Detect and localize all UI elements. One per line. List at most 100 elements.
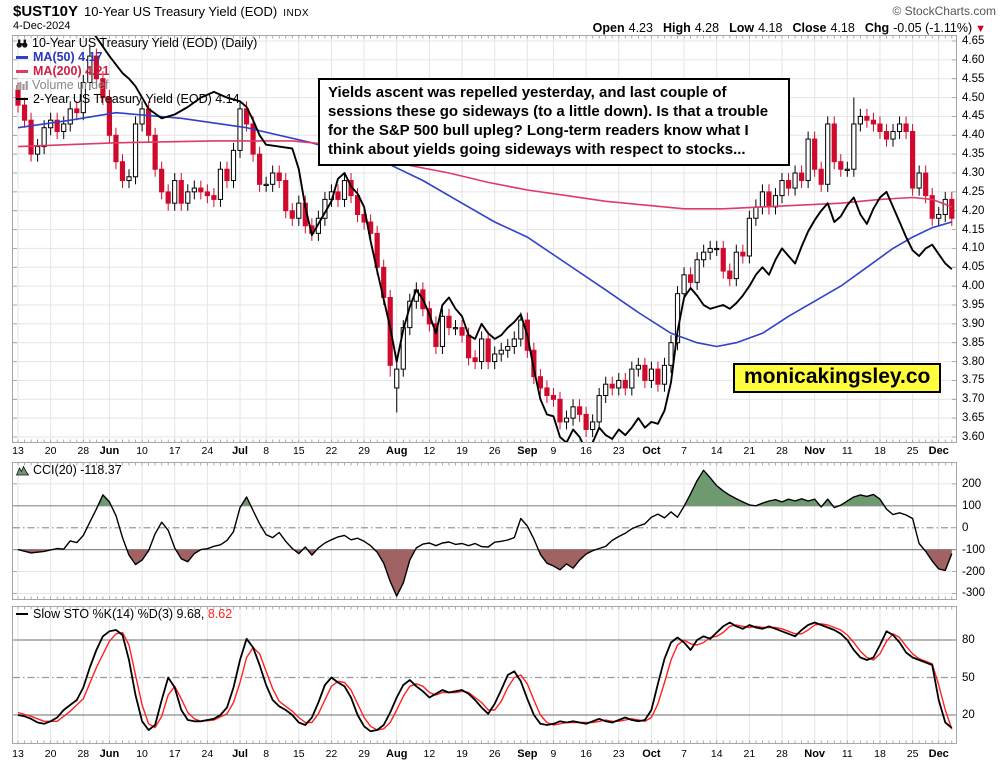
exchange-tag: INDX xyxy=(283,8,310,19)
open-value: 4.23 xyxy=(628,21,653,35)
x-axis-tick-label: 21 xyxy=(743,445,756,457)
x-axis-tick-label: 19 xyxy=(456,445,468,457)
area-mountain-icon xyxy=(16,465,29,476)
x-axis-labels-bottom: 13 20 28 Jun 10 17 24 Jul 8 15 22 29 Aug 12 19 26 Sep 9 16… xyxy=(12,747,957,762)
sto-chart-svg xyxy=(12,606,957,744)
x-axis-tick-label: Jul xyxy=(232,445,248,457)
x-axis-tick-label: Dec xyxy=(928,445,949,457)
y-axis-tick-label: 4.45 xyxy=(962,110,985,123)
y-axis-tick-label: 3.95 xyxy=(962,299,985,311)
legend-price-series: 10-Year US Treasury Yield (EOD) (Daily) xyxy=(16,36,257,50)
legend-volume: Volume undef xyxy=(16,78,257,92)
main-legend: 10-Year US Treasury Yield (EOD) (Daily) … xyxy=(16,36,257,106)
y-axis-tick-label: -100 xyxy=(962,543,986,556)
volume-bars-icon xyxy=(16,80,28,90)
legend-sto: Slow STO %K(14) %D(3) 9.68, 8.62 xyxy=(16,607,232,621)
x-axis-tick-label: 9 xyxy=(550,748,557,760)
x-axis-tick-label: 23 xyxy=(612,748,625,760)
x-axis-tick-label: 18 xyxy=(874,445,886,457)
chart-date: 4-Dec-2024 xyxy=(13,20,71,32)
legend-sto-d-value: 8.62 xyxy=(204,607,233,621)
ma200-line-swatch xyxy=(16,69,28,73)
y-axis-tick-label: 4.00 xyxy=(962,280,985,293)
legend-cci: CCI(20) -118.37 xyxy=(16,463,122,477)
x-axis-tick-label: 14 xyxy=(710,748,723,760)
y-axis-tick-label: 3.60 xyxy=(962,431,985,443)
high-label: High xyxy=(662,21,691,35)
open-label: Open xyxy=(592,21,625,35)
x-axis-tick-label: 28 xyxy=(77,748,90,760)
x-axis-tick-label: 8 xyxy=(263,748,270,760)
legend-cci-label: CCI(20) -118.37 xyxy=(33,463,122,477)
y-axis-tick-label: 4.25 xyxy=(962,185,985,198)
x-axis-tick-label: 7 xyxy=(681,748,687,760)
y-axis-tick-label: 4.30 xyxy=(962,167,985,179)
legend-ma50: MA(50) 4.17 xyxy=(16,50,257,64)
y-axis-tick-label: 4.50 xyxy=(962,91,985,104)
close-label: Close xyxy=(792,21,827,35)
x-axis-tick-label: 16 xyxy=(580,445,592,457)
watermark-badge: monicakingsley.co xyxy=(733,363,942,393)
x-axis-tick-label: 17 xyxy=(168,748,181,760)
x-axis-tick-label: Nov xyxy=(804,445,826,457)
x-axis-tick-label: 20 xyxy=(44,748,57,760)
x-axis-tick-label: Jun xyxy=(99,445,120,457)
sto-panel: Slow STO %K(14) %D(3) 9.68, 8.62 xyxy=(12,606,957,744)
y-axis-tick-label: -300 xyxy=(962,587,986,600)
x-axis-labels-top: 13 20 28 Jun 10 17 24 Jul 8 15 22 29 Aug 12 19 26 Sep 9 16… xyxy=(12,444,957,459)
x-axis-tick-label: 11 xyxy=(841,748,853,760)
y-axis-tick-label: 4.05 xyxy=(962,261,985,274)
x-axis-tick-label: 13 xyxy=(12,445,24,457)
x-axis-tick-label: 15 xyxy=(292,445,305,457)
y-axis-tick-label: 80 xyxy=(962,634,975,646)
y-axis-tick-label: 3.75 xyxy=(962,374,985,387)
x-axis-tick-label: Aug xyxy=(386,748,408,760)
x-axis-tick-label: 12 xyxy=(423,445,436,457)
x-axis-tick-label: 10 xyxy=(136,445,148,457)
x-axis-tick-label: 26 xyxy=(488,445,501,457)
sto-y-axis: 80 50 20 xyxy=(959,606,1004,744)
y-axis-tick-label: 3.90 xyxy=(962,317,985,330)
x-axis-tick-label: 28 xyxy=(776,445,788,457)
x-axis-tick-label: 22 xyxy=(325,748,338,760)
y-axis-tick-label: 20 xyxy=(962,709,975,721)
x-axis-tick-label: 29 xyxy=(358,445,370,457)
x-axis-tick-label: 11 xyxy=(841,445,853,457)
x-axis-tick-label: 15 xyxy=(292,748,305,760)
legend-ust2y-label: 2-Year US Treasury Yield (EOD) 4.14 xyxy=(33,92,240,106)
x-axis-tick-label: 10 xyxy=(136,748,148,760)
x-axis-tick-label: 12 xyxy=(423,748,436,760)
annotation-note: Yields ascent was repelled yesterday, an… xyxy=(318,78,790,166)
x-axis-tick-label: 20 xyxy=(44,445,57,457)
x-axis-tick-label: Sep xyxy=(517,445,538,457)
x-axis-tick-label: 25 xyxy=(906,445,919,457)
chart-header: $UST10Y 10-Year US Treasury Yield (EOD) IN… xyxy=(13,3,309,21)
main-price-panel: 10-Year US Treasury Yield (EOD) (Daily) … xyxy=(12,35,957,443)
cci-legend: CCI(20) -118.37 xyxy=(16,463,122,477)
high-value: 4.28 xyxy=(694,21,720,35)
low-label: Low xyxy=(729,21,755,35)
y-axis-tick-label: 4.10 xyxy=(962,242,985,255)
y-axis-tick-label: 0 xyxy=(962,521,969,534)
copyright: © StockCharts.com xyxy=(892,4,996,18)
cci-panel: CCI(20) -118.37 xyxy=(12,462,957,600)
legend-sto-k-label: Slow STO %K(14) %D(3) 9.68, xyxy=(33,607,205,621)
cci-y-axis: 200 100 0 -100 -200 -300 xyxy=(959,462,1004,600)
y-axis-tick-label: 3.85 xyxy=(962,336,985,349)
sto-k-line-swatch xyxy=(16,612,28,616)
x-axis-tick-label: 22 xyxy=(325,445,338,457)
x-axis-tick-label: Oct xyxy=(642,445,661,457)
instrument-name: 10-Year US Treasury Yield (EOD) xyxy=(84,4,278,19)
x-axis-tick-label: 13 xyxy=(12,748,24,760)
y-axis-tick-label: 4.20 xyxy=(962,204,985,217)
x-axis-tick-label: Dec xyxy=(928,748,949,760)
y-axis-tick-label: 4.35 xyxy=(962,148,985,161)
x-axis-tick-label: 16 xyxy=(580,748,592,760)
cci-chart-svg xyxy=(12,462,957,600)
x-axis-tick-label: 17 xyxy=(168,445,181,457)
ma50-line-swatch xyxy=(16,55,28,59)
x-axis-tick-label: Nov xyxy=(804,748,826,760)
x-axis-tick-label: Jun xyxy=(99,748,120,760)
price-y-axis: 4.65 4.60 4.55 4.50 4.45 4.40 4.35 4.30 4.25 4.20… xyxy=(959,35,1004,443)
